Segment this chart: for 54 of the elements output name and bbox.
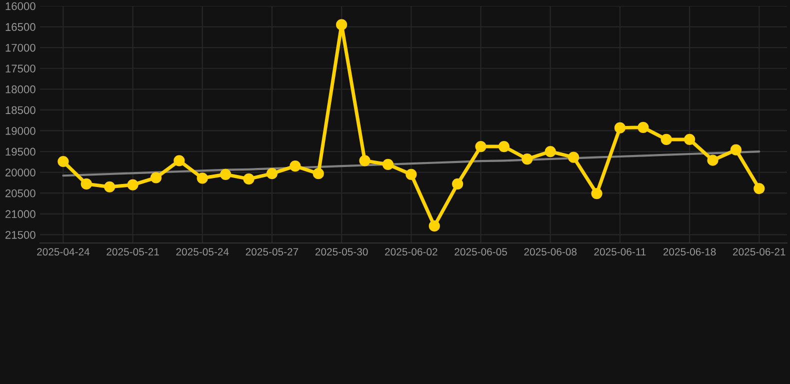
point bbox=[336, 19, 348, 30]
point bbox=[684, 134, 696, 146]
point bbox=[591, 188, 602, 200]
point bbox=[266, 168, 278, 180]
point bbox=[522, 153, 533, 165]
point bbox=[498, 140, 510, 152]
y-tick-label: 16500 bbox=[6, 23, 36, 31]
point bbox=[428, 220, 440, 232]
point bbox=[544, 146, 556, 158]
x-tick-label: 2025-04-24 bbox=[37, 248, 90, 256]
y-tick-label: 19500 bbox=[6, 148, 36, 156]
point bbox=[406, 168, 417, 180]
point bbox=[196, 172, 208, 184]
point bbox=[150, 172, 162, 184]
x-tick-label: 2025-05-21 bbox=[106, 248, 159, 256]
y-tick-label: 18000 bbox=[6, 85, 36, 94]
x-tick-label: 2025-06-21 bbox=[733, 248, 786, 256]
x-tick-label: 2025-06-18 bbox=[663, 248, 716, 256]
x-tick-label: 2025-05-27 bbox=[246, 248, 298, 256]
x-tick-label: 2025-06-05 bbox=[454, 248, 507, 256]
y-tick-label: 20500 bbox=[6, 189, 36, 198]
point bbox=[568, 152, 580, 163]
y-tick-label: 17000 bbox=[6, 44, 36, 52]
y-tick-label: 20000 bbox=[6, 168, 36, 176]
point bbox=[614, 122, 626, 134]
y-tick-label: 18500 bbox=[6, 106, 36, 114]
point bbox=[104, 181, 116, 192]
x-tick-label: 2025-05-24 bbox=[176, 248, 229, 256]
point bbox=[58, 156, 69, 168]
x-tick-label: 2025-06-02 bbox=[385, 248, 438, 256]
point bbox=[243, 173, 254, 185]
x-tick-label: 2025-06-11 bbox=[594, 248, 646, 256]
point bbox=[660, 134, 672, 146]
point bbox=[730, 144, 742, 156]
point bbox=[707, 154, 718, 166]
x-tick-label: 2025-06-08 bbox=[524, 248, 577, 256]
point bbox=[127, 179, 138, 190]
point bbox=[475, 140, 486, 152]
y-tick-label: 21500 bbox=[6, 230, 36, 239]
y-tick-label: 21000 bbox=[6, 210, 36, 218]
point bbox=[290, 160, 301, 172]
point bbox=[359, 155, 370, 166]
point bbox=[452, 178, 464, 190]
point bbox=[312, 168, 324, 180]
x-tick-label: 2025-05-30 bbox=[315, 248, 368, 256]
point bbox=[220, 168, 232, 180]
y-tick-label: 19000 bbox=[6, 127, 36, 135]
y-tick-label: 16000 bbox=[6, 2, 36, 10]
point bbox=[382, 158, 394, 170]
point bbox=[174, 155, 185, 166]
y-tick-label: 17500 bbox=[6, 64, 36, 73]
point bbox=[80, 178, 92, 190]
point bbox=[638, 122, 649, 133]
point bbox=[754, 182, 765, 194]
